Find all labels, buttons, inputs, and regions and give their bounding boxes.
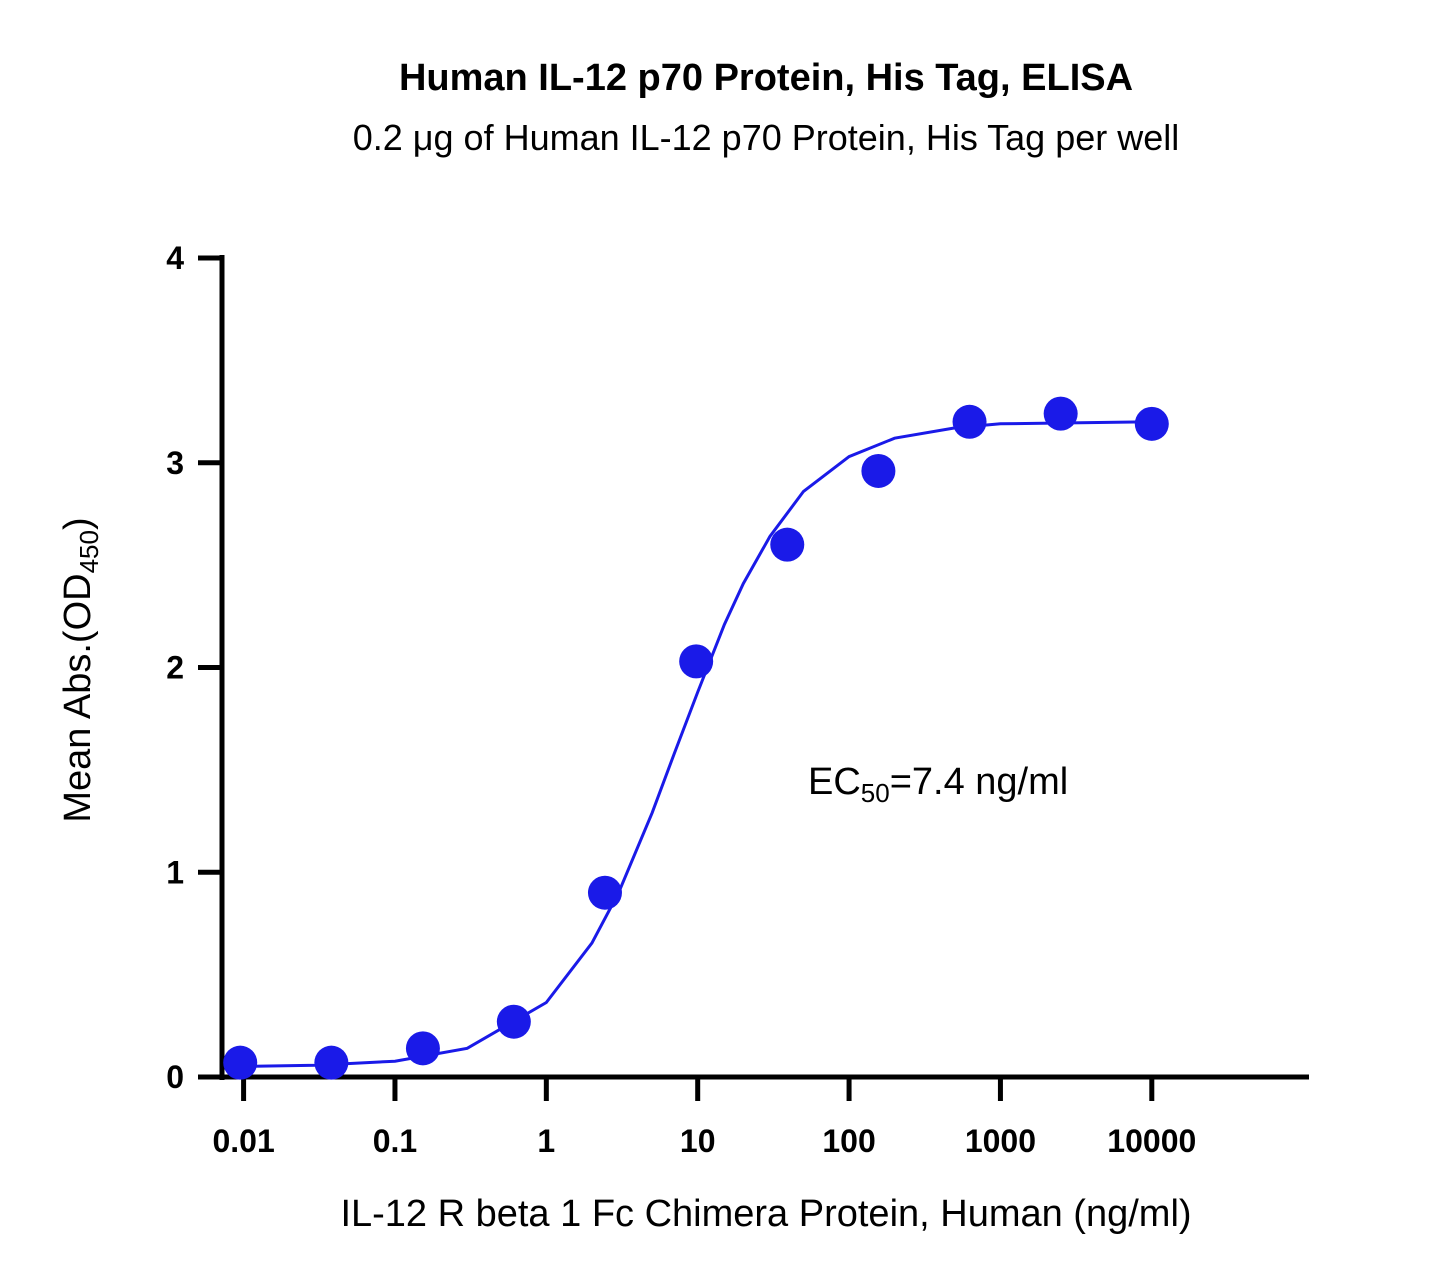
x-tick-label: 1 <box>537 1123 555 1159</box>
data-point <box>952 404 987 439</box>
y-tick-label: 0 <box>166 1059 184 1095</box>
data-point <box>679 644 714 679</box>
annotation-sub: 50 <box>861 778 890 808</box>
x-tick-label: 0.01 <box>212 1123 274 1159</box>
x-tick-label: 0.1 <box>373 1123 417 1159</box>
data-point <box>587 875 622 910</box>
y-tick-label: 4 <box>166 240 184 276</box>
data-point <box>314 1045 349 1080</box>
x-tick-label: 10000 <box>1107 1123 1196 1159</box>
x-tick-label: 100 <box>822 1123 875 1159</box>
x-axis-label: IL-12 R beta 1 Fc Chimera Protein, Human… <box>340 1193 1191 1235</box>
annotation: EC50=7.4 ng/ml <box>808 761 1068 808</box>
data-point <box>1134 406 1169 441</box>
data-point <box>223 1045 258 1080</box>
annotation-text: EC <box>808 761 861 803</box>
data-point <box>1043 396 1078 431</box>
data-point <box>496 1004 531 1039</box>
y-label-text: Mean Abs.(OD <box>57 573 99 822</box>
x-tick-label: 1000 <box>965 1123 1036 1159</box>
chart-title: Human IL-12 p70 Protein, His Tag, ELISA <box>399 57 1133 99</box>
chart-subtitle: 0.2 μg of Human IL-12 p70 Protein, His T… <box>353 117 1180 158</box>
y-tick-label: 2 <box>166 650 184 686</box>
data-point <box>770 527 805 562</box>
y-tick-label: 1 <box>166 854 184 890</box>
x-tick-label: 10 <box>680 1123 716 1159</box>
y-label-sub: 450 <box>74 530 104 573</box>
data-point <box>861 453 896 488</box>
y-axis-label: Mean Abs.(OD450) <box>57 517 104 822</box>
annotation-end: =7.4 ng/ml <box>890 761 1069 803</box>
fit-curve <box>243 420 1152 1068</box>
y-label-end: ) <box>57 517 99 530</box>
data-point <box>405 1031 440 1066</box>
y-tick-label: 3 <box>166 445 184 481</box>
